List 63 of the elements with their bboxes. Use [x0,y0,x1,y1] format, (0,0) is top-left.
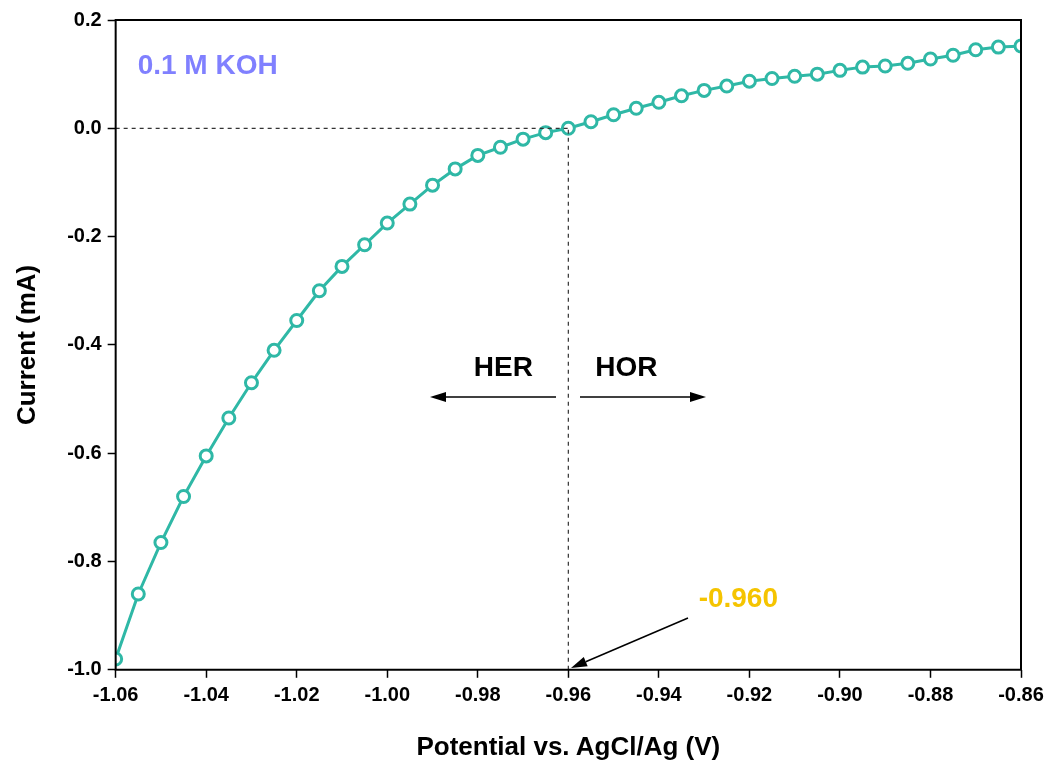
annotation: HOR [595,350,658,383]
point [900,55,916,71]
y-tick-label: -0.8 [67,549,102,572]
point [741,73,757,89]
point [130,586,146,602]
point [515,131,531,147]
point [379,215,395,231]
point [606,107,622,123]
point [266,342,282,358]
point [560,120,576,136]
point [809,66,825,82]
point [832,62,848,78]
point [538,125,554,141]
point [311,283,327,299]
point [402,196,418,212]
y-tick-label: -0.2 [67,224,102,247]
point [221,410,237,426]
x-tick-label: -0.86 [998,683,1044,706]
point [357,237,373,253]
point [945,47,961,63]
y-tick-label: -0.6 [67,440,102,463]
point [334,258,350,274]
point [922,51,938,67]
point [877,58,893,74]
point [674,88,689,104]
x-tick-label: -1.04 [183,683,230,706]
point [968,42,984,58]
point [289,313,305,329]
x-axis-title: Potential vs. AgCl/Ag (V) [416,730,721,761]
annotation: HER [473,350,533,383]
x-tick-label: -1.02 [273,683,320,706]
y-tick-label: 0.2 [73,7,102,30]
x-tick-label: -0.98 [455,683,501,706]
x-tick-label: -0.92 [726,683,773,706]
x-tick-label: -0.94 [636,683,683,706]
point [492,139,508,155]
x-tick-label: -0.96 [545,683,592,706]
x-tick-label: -1.06 [92,683,139,706]
point [787,68,803,84]
point [153,535,169,551]
y-tick-label: 0.0 [73,115,102,138]
point [651,94,667,110]
point [447,161,463,177]
point [628,100,644,116]
point [470,147,486,163]
point [696,82,712,98]
annotation: 0.1 M KOH [137,49,278,81]
x-tick-label: -0.88 [907,683,954,706]
x-tick-label: -0.90 [817,683,863,706]
point [855,59,871,75]
point [719,78,735,94]
point [425,177,441,193]
point [198,448,214,464]
y-tick-label: -1.0 [67,657,102,680]
point [243,375,259,391]
point [583,114,599,130]
annotation: -0.960 [698,581,779,614]
y-axis-title: Current (mA) [10,264,41,426]
point [176,489,192,505]
point [764,70,780,86]
x-tick-label: -1.00 [364,683,411,706]
y-tick-label: -0.4 [67,332,103,355]
point [990,39,1006,55]
